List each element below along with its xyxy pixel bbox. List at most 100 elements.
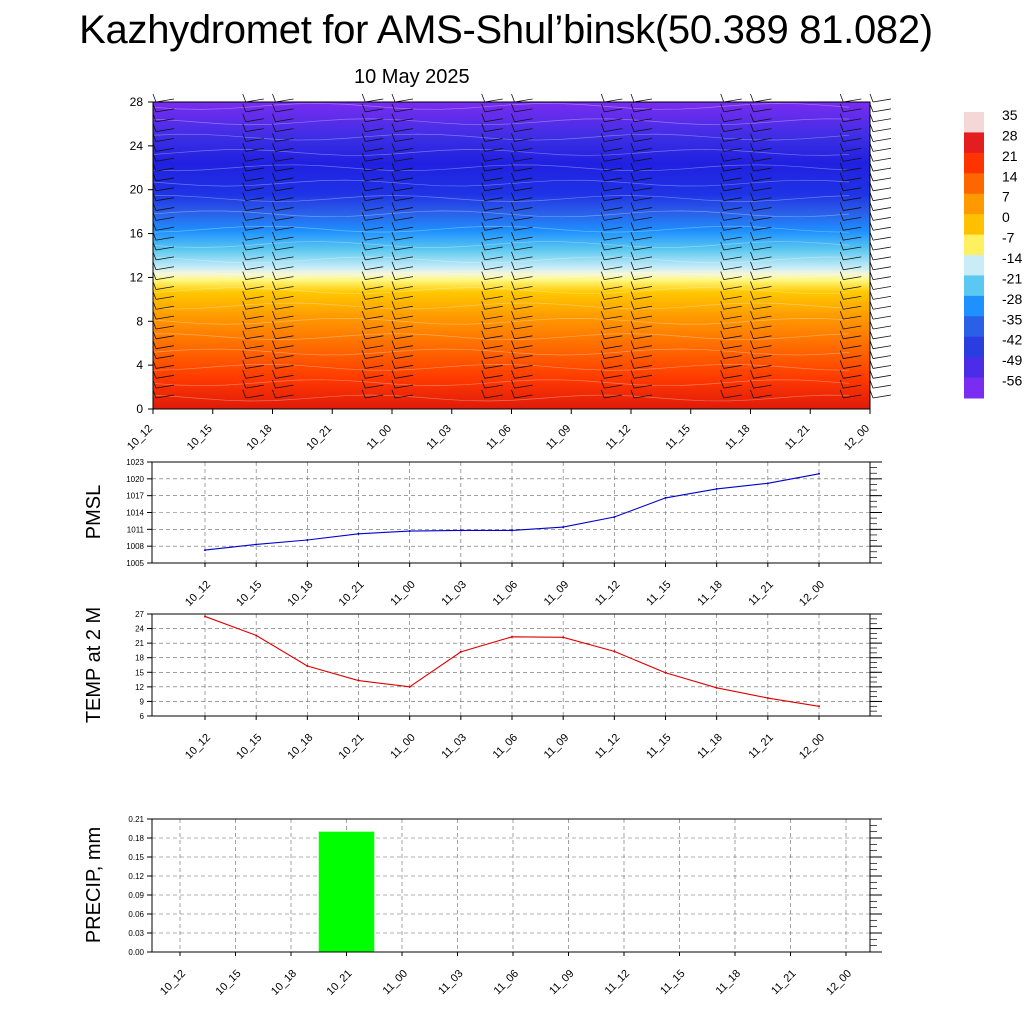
wind-barb: [391, 133, 414, 142]
wind-barb: [272, 330, 294, 340]
wind-barb: [361, 261, 384, 271]
panel-frame: [151, 613, 871, 717]
wind-barb: [511, 212, 533, 221]
wind-barb: [272, 103, 294, 113]
x-tick-label: 12_00: [797, 732, 827, 762]
wind-barb: [720, 153, 742, 162]
wind-barb: [391, 222, 414, 231]
data-point: [562, 526, 565, 529]
wind-barb: [750, 143, 772, 152]
wind-barb: [630, 103, 653, 113]
wind-barb: [361, 172, 384, 182]
x-tick-label: 11_21: [783, 423, 813, 453]
wind-barb: [839, 330, 862, 340]
wind-barb: [481, 271, 503, 281]
wind-barb: [242, 192, 264, 202]
y-tick-label: 4: [136, 358, 143, 372]
wind-barb: [750, 153, 772, 162]
wind-barb: [272, 241, 294, 251]
colorbar-swatch: [964, 377, 984, 399]
x-tick-label: 11_09: [547, 968, 577, 998]
contour-line: [152, 241, 850, 248]
wind-barb: [481, 389, 503, 399]
wind-barb: [839, 123, 862, 132]
wind-barb: [481, 133, 503, 142]
wind-barb: [242, 182, 264, 192]
wind-barb: [361, 222, 384, 231]
wind-barb: [272, 172, 294, 182]
wind-barb: [361, 241, 384, 251]
wind-barb: [272, 350, 294, 359]
wind-barb: [750, 133, 772, 142]
wind-barb: [839, 380, 862, 389]
wind-barb: [242, 172, 264, 182]
wind-barb: [272, 301, 294, 310]
wind-barb: [361, 251, 384, 261]
wind-barb: [242, 389, 264, 399]
x-tick-label: 11_12: [593, 732, 623, 762]
wind-barb: [272, 153, 294, 162]
wind-barb: [750, 123, 772, 132]
wind-barb: [630, 350, 653, 359]
wind-barb: [361, 202, 384, 211]
wind-barb: [720, 320, 742, 330]
data-point: [255, 634, 258, 637]
wind-barb: [272, 281, 294, 290]
wind-barb: [630, 153, 653, 162]
wind-barb: [630, 389, 653, 399]
wind-barb: [242, 153, 264, 162]
y-tick-label: 1008: [126, 542, 144, 551]
wind-barb: [272, 202, 294, 211]
wind-barb: [839, 113, 862, 123]
wind-barb: [272, 232, 294, 241]
x-tick-label: 10_21: [325, 968, 355, 998]
wind-barb: [481, 162, 503, 172]
wind-barb: [750, 261, 772, 271]
wind-barb: [630, 241, 653, 251]
colorbar-label: -49: [1002, 352, 1022, 368]
y-tick-label: 20: [130, 183, 144, 197]
data-point: [306, 664, 309, 667]
wind-barb: [869, 192, 892, 202]
wind-barb: [481, 340, 503, 350]
x-tick-label: 11_06: [484, 423, 514, 453]
wind-barb: [720, 380, 742, 389]
wind-barb: [720, 271, 742, 281]
wind-barb: [511, 350, 533, 359]
wind-barb: [869, 241, 892, 251]
wind-barb: [361, 192, 384, 202]
colorbar-swatch: [964, 173, 984, 195]
data-point: [664, 671, 667, 674]
contour-line: [152, 348, 850, 356]
wind-barb: [750, 330, 772, 340]
x-tick-label: 11_03: [436, 968, 466, 998]
wind-barb: [511, 251, 533, 261]
wind-barb: [869, 153, 892, 162]
wind-barb: [750, 192, 772, 202]
wind-barb: [391, 232, 414, 241]
wind-barb: [361, 281, 384, 290]
wind-barb: [720, 222, 742, 231]
wind-barb: [511, 380, 533, 389]
wind-barb: [869, 162, 892, 172]
wind-barb: [720, 202, 742, 211]
data-point: [613, 515, 616, 518]
wind-barb: [242, 271, 264, 281]
y-tick-label: 1014: [126, 509, 144, 518]
wind-barb: [720, 113, 742, 123]
wind-barb: [839, 261, 862, 271]
colorbar-label: -14: [1002, 250, 1022, 266]
wind-barb: [630, 212, 653, 221]
colorbar-label: 0: [1002, 209, 1010, 225]
y-tick-label: 0.09: [128, 891, 144, 900]
x-tick-label: 11_12: [604, 423, 634, 453]
x-tick-label: 11_18: [714, 968, 744, 998]
y-tick-label: 0.18: [128, 834, 144, 843]
wind-barb: [511, 153, 533, 162]
wind-barb: [600, 241, 623, 251]
wind-barb: [869, 310, 892, 320]
wind-barb: [391, 172, 414, 182]
wind-barb: [242, 222, 264, 231]
wind-barb: [869, 113, 892, 123]
wind-barb: [242, 330, 264, 340]
